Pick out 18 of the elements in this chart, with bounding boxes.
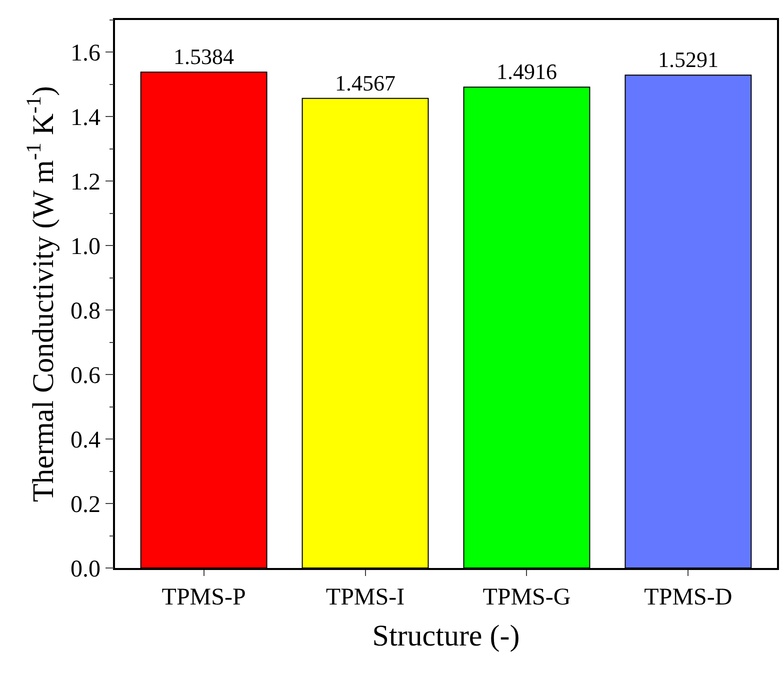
x-tick-label: TPMS-P [162,584,246,611]
x-tick-label: TPMS-D [644,584,732,611]
y-tick-label: 0.4 [70,427,100,454]
y-tick-label: 0.8 [70,298,100,325]
data-label: 1.4916 [496,59,557,84]
data-label: 1.5291 [658,47,718,72]
y-tick-label: 0.2 [70,492,100,518]
y-tick-label: 1.0 [70,234,100,260]
y-tick-label: 1.6 [70,40,100,67]
data-label: 1.4567 [335,70,396,96]
x-tick-label: TPMS-I [326,584,405,611]
y-tick-label: 0.0 [70,556,100,582]
x-axis-title: Structure (-) [372,620,520,653]
data-label: 1.5384 [174,44,234,70]
y-tick-label: 0.6 [70,362,100,389]
y-tick-label: 1.4 [70,105,100,132]
y-tick-label: 1.2 [70,170,100,196]
x-tick-label: TPMS-G [482,584,571,611]
